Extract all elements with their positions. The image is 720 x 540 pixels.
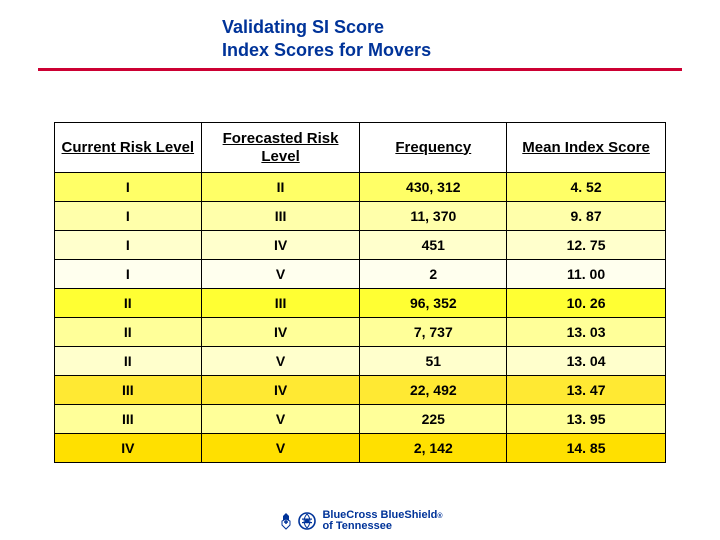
table-cell: 225	[360, 405, 507, 434]
table-cell: III	[55, 376, 202, 405]
table-header: Current Risk LevelForecasted Risk LevelF…	[55, 123, 666, 173]
table-cell: 11. 00	[507, 260, 666, 289]
table-cell: II	[55, 318, 202, 347]
table-cell: V	[201, 260, 360, 289]
column-header: Current Risk Level	[55, 123, 202, 173]
table-cell: IV	[201, 231, 360, 260]
table-cell: 4. 52	[507, 173, 666, 202]
table-cell: 430, 312	[360, 173, 507, 202]
table-cell: 451	[360, 231, 507, 260]
table-cell: IV	[201, 376, 360, 405]
table-row: III430, 3124. 52	[55, 173, 666, 202]
table-row: IIII11, 3709. 87	[55, 202, 666, 231]
brand-text: BlueCross BlueShield® of Tennessee	[322, 510, 442, 532]
table-row: IIIII96, 35210. 26	[55, 289, 666, 318]
table-cell: 14. 85	[507, 434, 666, 463]
table-row: IIV5113. 04	[55, 347, 666, 376]
table-cell: 51	[360, 347, 507, 376]
table-row: IIIV7, 73713. 03	[55, 318, 666, 347]
table-row: IIIV22513. 95	[55, 405, 666, 434]
data-table-container: Current Risk LevelForecasted Risk LevelF…	[54, 122, 666, 463]
registered-mark: ®	[437, 513, 442, 520]
table-body: III430, 3124. 52IIII11, 3709. 87IIV45112…	[55, 173, 666, 463]
table-cell: 7, 737	[360, 318, 507, 347]
table-cell: II	[55, 289, 202, 318]
table-cell: II	[55, 347, 202, 376]
brand-name-bottom: of Tennessee	[322, 521, 442, 532]
table-cell: III	[201, 202, 360, 231]
table-cell: 96, 352	[360, 289, 507, 318]
movers-table: Current Risk LevelForecasted Risk LevelF…	[54, 122, 666, 463]
table-cell: 2, 142	[360, 434, 507, 463]
table-cell: II	[201, 173, 360, 202]
table-cell: V	[201, 434, 360, 463]
table-cell: 13. 95	[507, 405, 666, 434]
table-cell: 22, 492	[360, 376, 507, 405]
table-row: IIIIV22, 49213. 47	[55, 376, 666, 405]
table-cell: V	[201, 405, 360, 434]
table-cell: I	[55, 173, 202, 202]
table-cell: 13. 03	[507, 318, 666, 347]
table-cell: III	[55, 405, 202, 434]
table-row: IVV2, 14214. 85	[55, 434, 666, 463]
column-header: Forecasted Risk Level	[201, 123, 360, 173]
bcbs-logo-icon	[277, 512, 316, 530]
table-cell: I	[55, 260, 202, 289]
table-cell: I	[55, 202, 202, 231]
table-cell: 13. 04	[507, 347, 666, 376]
table-cell: 12. 75	[507, 231, 666, 260]
table-cell: 9. 87	[507, 202, 666, 231]
table-cell: I	[55, 231, 202, 260]
title-underline-rule	[38, 68, 682, 71]
slide-title: Validating SI Score Index Scores for Mov…	[222, 16, 431, 61]
table-row: IV211. 00	[55, 260, 666, 289]
table-cell: V	[201, 347, 360, 376]
table-cell: 10. 26	[507, 289, 666, 318]
title-line-2: Index Scores for Movers	[222, 39, 431, 62]
table-cell: 2	[360, 260, 507, 289]
table-row: IIV45112. 75	[55, 231, 666, 260]
footer-brand: BlueCross BlueShield® of Tennessee	[0, 510, 720, 532]
column-header: Mean Index Score	[507, 123, 666, 173]
table-cell: IV	[55, 434, 202, 463]
column-header: Frequency	[360, 123, 507, 173]
title-line-1: Validating SI Score	[222, 16, 431, 39]
table-cell: IV	[201, 318, 360, 347]
table-cell: III	[201, 289, 360, 318]
table-cell: 13. 47	[507, 376, 666, 405]
table-cell: 11, 370	[360, 202, 507, 231]
